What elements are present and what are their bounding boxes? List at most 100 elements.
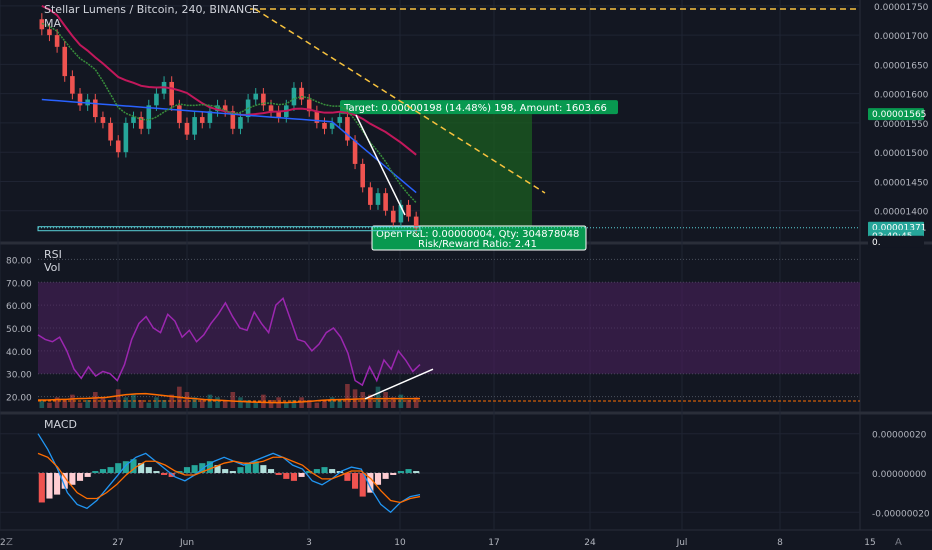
price-tick-label: 0.00001600 — [874, 91, 929, 101]
macd-histogram-bar — [206, 461, 213, 473]
volume-bar — [284, 402, 289, 408]
volume-bar — [299, 397, 304, 408]
macd-histogram-bar — [382, 473, 389, 479]
volume-bar — [123, 397, 129, 408]
candle-body — [276, 111, 281, 118]
candle-body — [146, 105, 152, 129]
macd-histogram-bar — [313, 469, 320, 473]
volume-bar — [100, 397, 106, 408]
volume-bar — [245, 400, 251, 408]
candle-body — [413, 216, 419, 229]
time-tick-label: 24 — [584, 538, 596, 548]
macd-histogram-bar — [252, 461, 259, 473]
macd-histogram-bar — [359, 473, 366, 497]
volume-bar — [115, 389, 121, 408]
macd-histogram-bar — [46, 473, 53, 499]
drawings[interactable] — [37, 8, 860, 400]
candle-body — [337, 117, 343, 123]
candle-body — [345, 117, 350, 141]
rsi-indicator-label[interactable]: RSI — [44, 248, 62, 261]
rsi-tick-label: 40.00 — [6, 348, 32, 358]
candle-body — [406, 204, 411, 217]
candle-body — [70, 76, 75, 94]
candles[interactable] — [39, 13, 419, 234]
volume-bar — [306, 400, 312, 408]
macd-histogram-bar — [245, 463, 252, 473]
volume-bar — [184, 392, 190, 408]
rsi-band — [38, 282, 860, 374]
macd-histogram-bar — [138, 463, 145, 473]
macd-histogram-bar — [214, 465, 221, 473]
candle-body — [383, 193, 388, 211]
candle-body — [322, 122, 327, 129]
target-label-box — [340, 100, 618, 115]
macd-histogram-bar — [306, 471, 313, 473]
time-axis[interactable]: 27 Jun 3 10 17 24 Jul 8 15 22 — [0, 538, 876, 548]
macd-histogram-bar — [153, 471, 160, 473]
macd-tick-label: -0.00000020 — [872, 509, 930, 519]
macd-histogram-bar — [145, 467, 152, 473]
macd-histogram-bar — [390, 473, 397, 475]
macd-histogram-bar — [161, 473, 168, 475]
macd-histogram-bar — [329, 469, 336, 473]
candle-body — [199, 117, 205, 123]
macd-histogram-bar — [76, 473, 84, 481]
risk-reward-label: Risk/Reward Ratio: 2.41 — [418, 239, 537, 250]
price-badge-label: 0.00001565 — [872, 110, 926, 120]
volume-bar — [85, 400, 90, 408]
volume-bar — [154, 397, 159, 408]
macd-histogram-bar — [229, 471, 236, 473]
macd-histogram-bar — [69, 473, 76, 485]
macd-histogram-bar — [222, 469, 229, 473]
rsi-band-fill — [38, 282, 860, 374]
macd-histogram-bar — [344, 473, 351, 481]
macd-histogram-bar — [321, 467, 328, 473]
volume-bar — [192, 397, 197, 408]
macd-histogram-bar — [267, 469, 275, 473]
volume-bar — [375, 386, 381, 408]
price-axis[interactable]: 0.00001750 0.00001700 0.00001650 0.00001600… — [6, 3, 930, 519]
macd-histogram-bar — [38, 473, 45, 503]
price-tick-label: 0.00001500 — [874, 149, 929, 159]
support-zone — [37, 226, 421, 232]
volume-bar — [238, 397, 243, 408]
price-badge-label: 0. — [872, 238, 881, 248]
vol-indicator-label[interactable]: Vol — [44, 261, 60, 274]
candle-body — [184, 122, 190, 135]
volume-bar — [390, 397, 396, 408]
candle-body — [306, 99, 312, 112]
macd-histogram-bar — [260, 465, 267, 473]
ma-indicator-label[interactable]: MA — [44, 17, 61, 30]
volume-bar — [77, 402, 83, 408]
auto-scale-icon[interactable]: A — [895, 537, 902, 548]
price-tick-label: 0.00001700 — [874, 32, 929, 42]
position-tool[interactable]: Target: 0.00000198 (14.48%) 198, Amount:… — [340, 100, 618, 251]
candle-body — [368, 187, 373, 205]
macd-histogram-bar — [183, 467, 191, 473]
candle-body — [222, 105, 228, 112]
ma-blue-line — [41, 98, 417, 194]
downtrend-dashed-line — [254, 8, 546, 194]
rsi-tick-label: 30.00 — [6, 371, 32, 381]
time-tick-label: 3 — [306, 538, 312, 548]
time-tick-label: 22 — [0, 538, 6, 548]
macd-tick-label: 0.00000000 — [872, 470, 927, 480]
macd-histogram-bar — [374, 473, 382, 485]
macd-indicator-label[interactable]: MACD — [44, 418, 77, 431]
ma-green-line — [41, 22, 417, 204]
candle-body — [100, 117, 106, 123]
macd-pane — [37, 433, 421, 514]
candle-body — [169, 81, 174, 106]
candle-body — [375, 193, 381, 205]
timezone-icon[interactable]: Z — [6, 537, 13, 548]
volume-bar — [62, 400, 68, 408]
volume-bar — [314, 402, 320, 408]
candle-body — [390, 210, 396, 223]
candle-body — [207, 111, 213, 123]
candle-body — [131, 117, 136, 123]
volume-bar — [413, 397, 419, 408]
candle-body — [54, 35, 60, 47]
candle-body — [329, 122, 335, 129]
